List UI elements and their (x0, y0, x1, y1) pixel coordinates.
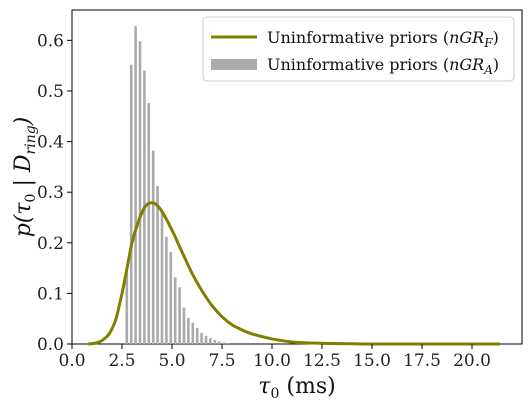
histogram-bar (156, 186, 159, 344)
x-tick-label: 17.5 (403, 351, 441, 371)
x-tick-label: 12.5 (303, 351, 341, 371)
histogram-bar (204, 335, 208, 344)
plot-frame (71, 9, 523, 345)
line-series-ngr-f (87, 201, 500, 346)
histogram-bar (138, 41, 142, 344)
histogram-bar (182, 307, 186, 344)
histogram-bar (187, 317, 190, 344)
x-tick-label: 0.0 (58, 351, 85, 371)
histogram-bar (213, 339, 217, 344)
histogram-bar (151, 150, 155, 344)
y-tick-label: 0.6 (37, 31, 64, 51)
legend-label-ngr-f: Uninformative priors (nGRF) (267, 28, 499, 50)
histogram-bar (165, 236, 168, 344)
histogram-bar (200, 332, 203, 344)
histogram-bar (134, 26, 137, 344)
histogram-bar (209, 337, 212, 344)
legend: Uninformative priors (nGRF) Uninformativ… (202, 16, 515, 82)
histogram-bar (217, 341, 221, 344)
y-axis-label: p(τ0 | Dring) (11, 117, 39, 238)
legend-label-ngr-a: Uninformative priors (nGRA) (267, 55, 499, 77)
histogram-bar (222, 342, 225, 344)
histogram-bar (195, 327, 199, 344)
histogram-bar (160, 211, 164, 344)
x-axis-ticks: 0.0 2.5 5.0 7.5 10.0 12.5 15.0 17.5 20.0 (58, 344, 491, 371)
histogram-bar (147, 103, 151, 345)
legend-box (202, 16, 515, 82)
y-tick-label: 0.5 (37, 82, 64, 102)
x-tick-label: 2.5 (108, 351, 135, 371)
histogram-bar (169, 251, 173, 344)
x-axis-label: τ0 (ms) (258, 374, 335, 402)
y-tick-label: 0.4 (37, 133, 64, 153)
x-tick-label: 10.0 (253, 351, 291, 371)
y-tick-label: 0.0 (37, 335, 64, 355)
histogram-bar (226, 342, 230, 344)
x-tick-label: 15.0 (353, 351, 391, 371)
histogram-bar (178, 287, 181, 344)
y-axis-ticks: 0.0 0.1 0.2 0.3 0.4 0.5 0.6 (37, 31, 72, 355)
y-tick-label: 0.2 (37, 234, 64, 254)
histogram-bar (125, 270, 129, 344)
histogram-bar (173, 277, 177, 344)
legend-bar-swatch (211, 59, 257, 70)
plot-area (71, 9, 523, 346)
histogram-bar (129, 64, 133, 345)
y-tick-label: 0.3 (37, 183, 64, 203)
histogram-series-ngr-a (125, 26, 230, 345)
x-tick-label: 5.0 (158, 351, 185, 371)
x-tick-label: 20.0 (453, 351, 491, 371)
y-tick-label: 0.1 (37, 284, 64, 304)
histogram-bar (191, 322, 195, 344)
x-tick-label: 7.5 (208, 351, 235, 371)
